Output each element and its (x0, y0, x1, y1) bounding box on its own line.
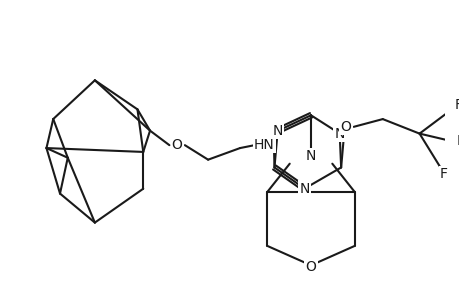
Text: O: O (171, 138, 182, 152)
Text: F: F (453, 98, 459, 112)
Text: N: N (305, 149, 315, 163)
Text: N: N (272, 124, 282, 138)
Text: F: F (455, 134, 459, 148)
Text: HN: HN (253, 138, 274, 152)
Text: N: N (334, 127, 344, 140)
Text: F: F (439, 167, 447, 181)
Text: O: O (305, 260, 316, 274)
Text: O: O (340, 120, 351, 134)
Text: N: N (299, 182, 309, 196)
